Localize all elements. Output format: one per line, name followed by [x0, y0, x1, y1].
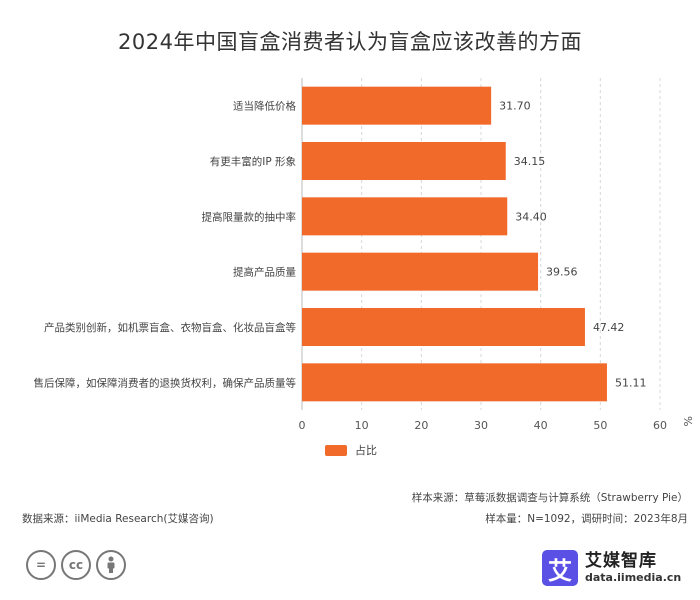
x-tick-label: 0: [299, 419, 306, 432]
data-label: 31.70: [499, 100, 530, 113]
category-label: 售后保障，如保障消费者的退换货权利，确保产品质量等: [34, 376, 297, 389]
category-label: 有更丰富的IP 形象: [210, 155, 296, 168]
bar: [302, 252, 539, 291]
data-label: 51.11: [615, 376, 647, 389]
data-label: 39.56: [546, 266, 578, 279]
x-tick-label: 40: [534, 419, 548, 432]
sample-size: 样本量：N=1092，调研时间：2023年8月: [485, 513, 688, 525]
bar: [302, 86, 492, 125]
category-label: 提高产品质量: [233, 266, 296, 279]
cc-icon: cc: [61, 550, 91, 580]
bar: [302, 197, 508, 236]
x-tick-label: 60: [653, 419, 667, 432]
data-source: 数据来源：iiMedia Research(艾媒咨询): [22, 513, 214, 525]
category-label: 产品类别创新，如机票盲盒、衣物盲盒、化妆品盲盒等: [44, 321, 296, 334]
legend-label: 占比: [355, 444, 377, 457]
x-unit-label: %: [681, 416, 694, 426]
bar: [302, 363, 607, 402]
license-icons: = cc: [26, 550, 126, 580]
x-tick-label: 30: [474, 419, 488, 432]
category-label: 提高限量款的抽中率: [202, 210, 297, 223]
data-label: 34.40: [515, 210, 547, 223]
equals-icon: =: [26, 550, 56, 580]
bar: [302, 142, 506, 180]
category-label: 适当降低价格: [233, 100, 296, 113]
legend-swatch: [325, 444, 347, 456]
brand-name: 艾媒智库: [585, 551, 657, 571]
data-label: 34.15: [514, 155, 546, 168]
brand-mark-icon: 艾: [542, 550, 578, 586]
bar-chart: 0 10 20 30 40 50 60 % 31.70 适当降低价格 34.15 有更丰富的IP 形象…: [34, 78, 694, 432]
legend[interactable]: 占比: [325, 442, 377, 458]
person-icon: [96, 550, 126, 580]
bar: [302, 308, 585, 346]
x-tick-label: 20: [414, 419, 428, 432]
data-label: 47.42: [593, 321, 625, 334]
chart-title: 2024年中国盲盒消费者认为盲盒应该改善的方面: [118, 30, 582, 54]
brand-logo[interactable]: 艾 艾媒智库 data.iimedia.cn: [542, 550, 681, 586]
x-tick-label: 10: [355, 419, 369, 432]
x-tick-label: 50: [593, 419, 607, 432]
brand-url: data.iimedia.cn: [585, 571, 682, 584]
sample-source: 样本来源：草莓派数据调查与计算系统（Strawberry Pie）: [411, 492, 688, 504]
